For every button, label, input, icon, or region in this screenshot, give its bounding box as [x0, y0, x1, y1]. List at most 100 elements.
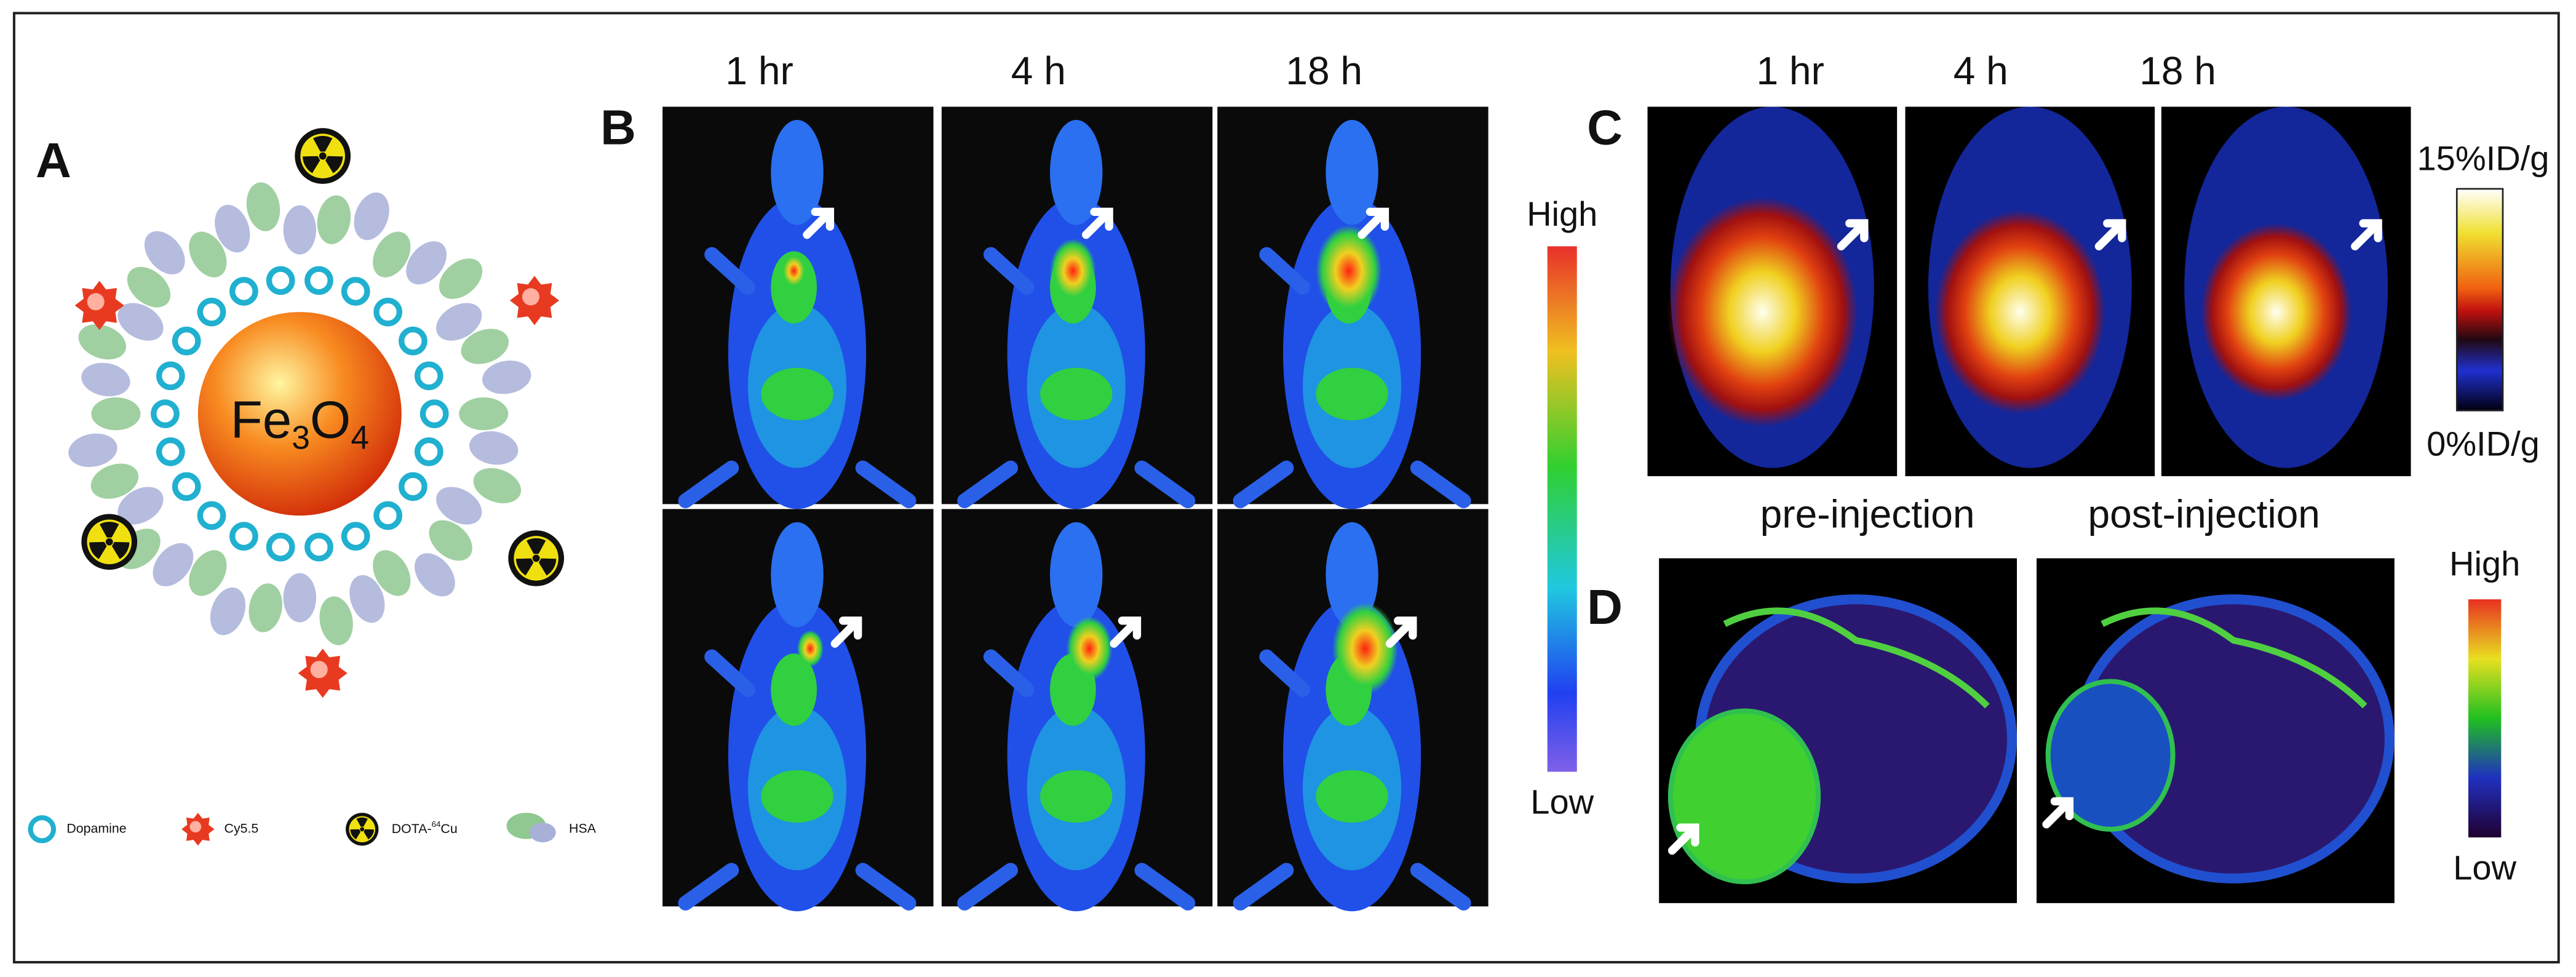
legend-label: HSA — [569, 821, 597, 835]
uptake — [1667, 197, 1858, 427]
timepoint: 4 h — [1954, 49, 2008, 93]
timepoint: 18 h — [2139, 49, 2216, 93]
dota-blade — [313, 135, 333, 152]
dota-hub — [105, 538, 113, 546]
dopamine-ring — [266, 266, 295, 295]
dopamine-ring — [151, 399, 180, 428]
hsa-protein — [415, 553, 455, 597]
hsa-protein — [189, 231, 227, 277]
signal — [1066, 616, 1113, 681]
hsa-protein — [436, 487, 482, 525]
arrow — [2094, 219, 2126, 251]
hsa-protein — [246, 182, 280, 231]
dopamine-ring — [304, 266, 333, 295]
tumor — [1668, 708, 1821, 885]
dota-blade — [515, 558, 534, 576]
dopamine-ring — [229, 277, 258, 306]
dota-hub — [532, 554, 540, 562]
scale-min: 0%ID/g — [2427, 425, 2540, 463]
pet-images — [1647, 106, 2411, 476]
dopamine-ring — [414, 437, 443, 466]
hsa-protein — [406, 241, 447, 285]
dopamine-ring — [197, 501, 226, 530]
hsa-protein — [153, 543, 194, 587]
hsa-protein — [354, 192, 389, 241]
hsa-protein — [373, 231, 411, 277]
hsa-protein — [91, 397, 141, 431]
hsa-protein — [189, 550, 227, 596]
dopamine-ring — [373, 501, 402, 530]
cy55-center — [310, 661, 328, 679]
dopamine-ring — [341, 277, 370, 306]
hsa-protein — [210, 587, 246, 636]
arrow — [2042, 797, 2074, 829]
tissue-edge — [2101, 607, 2367, 709]
dopamine-ring — [156, 361, 185, 391]
arrow — [803, 207, 835, 239]
dopamine-ring — [373, 297, 402, 327]
timepoint: 4 h — [1011, 49, 1066, 93]
dota-blade — [350, 829, 361, 840]
condition: pre-injection — [1760, 492, 1975, 536]
hsa-protein — [144, 231, 185, 275]
arrow — [1358, 207, 1389, 239]
color-bar — [2468, 599, 2502, 838]
arrow — [1082, 207, 1113, 239]
hsa-protein — [349, 575, 385, 623]
hsa-protein — [319, 596, 353, 645]
legend-label: Dopamine — [66, 821, 126, 835]
hsa-protein — [317, 195, 351, 244]
hsa-protein — [68, 433, 117, 468]
hsa-protein — [215, 204, 250, 253]
dopamine-ring — [156, 437, 185, 466]
dopamine-ring — [414, 361, 443, 391]
legend-label: Cy5.5 — [225, 821, 259, 835]
scale-high: High — [1527, 194, 1597, 233]
panel-label: C — [1587, 100, 1623, 155]
dopamine-ring — [419, 399, 449, 428]
hsa-protein — [373, 550, 411, 596]
hsa-protein — [283, 205, 317, 255]
optical-images — [662, 106, 1489, 911]
uptake — [2200, 223, 2352, 401]
dota-blade — [364, 829, 374, 840]
dota-blade — [356, 817, 368, 827]
scale-max: 15%ID/g — [2417, 138, 2550, 177]
cy55-center — [522, 288, 539, 306]
dopamine-ring — [172, 326, 201, 356]
dota-blade — [303, 156, 320, 173]
signal — [1332, 602, 1398, 695]
hsa-protein — [117, 303, 164, 341]
tissue-edge — [1723, 607, 1990, 709]
hsa-protein — [482, 361, 531, 394]
panel-label: D — [1587, 580, 1623, 634]
arrow — [1668, 823, 1699, 855]
dota-blade — [538, 558, 557, 576]
dopamine-ring — [399, 326, 427, 356]
dopamine-ring — [172, 472, 201, 501]
hsa-protein — [469, 431, 519, 465]
hsa-protein — [459, 397, 509, 431]
arrow — [1110, 616, 1142, 648]
color-bar — [2455, 188, 2504, 412]
core — [197, 312, 402, 516]
hsa-protein — [439, 258, 483, 299]
arrow — [830, 616, 862, 648]
signal — [781, 252, 808, 290]
condition: post-injection — [2088, 492, 2320, 536]
core-formula: Fe3O4 — [231, 391, 369, 456]
legend-label: DOTA-64Cu — [392, 819, 458, 835]
hsa-protein — [127, 266, 171, 308]
scale-high: High — [2449, 544, 2520, 583]
hsa-protein — [461, 329, 509, 364]
dota-blade — [526, 538, 546, 554]
dopamine-ring — [229, 522, 258, 551]
dopamine-ring — [197, 297, 226, 327]
dopamine-icon — [28, 815, 56, 843]
color-bar — [1547, 246, 1577, 772]
timepoint: 18 h — [1286, 49, 1362, 93]
signal — [797, 630, 824, 668]
timepoint: 1 hr — [1756, 49, 1824, 93]
